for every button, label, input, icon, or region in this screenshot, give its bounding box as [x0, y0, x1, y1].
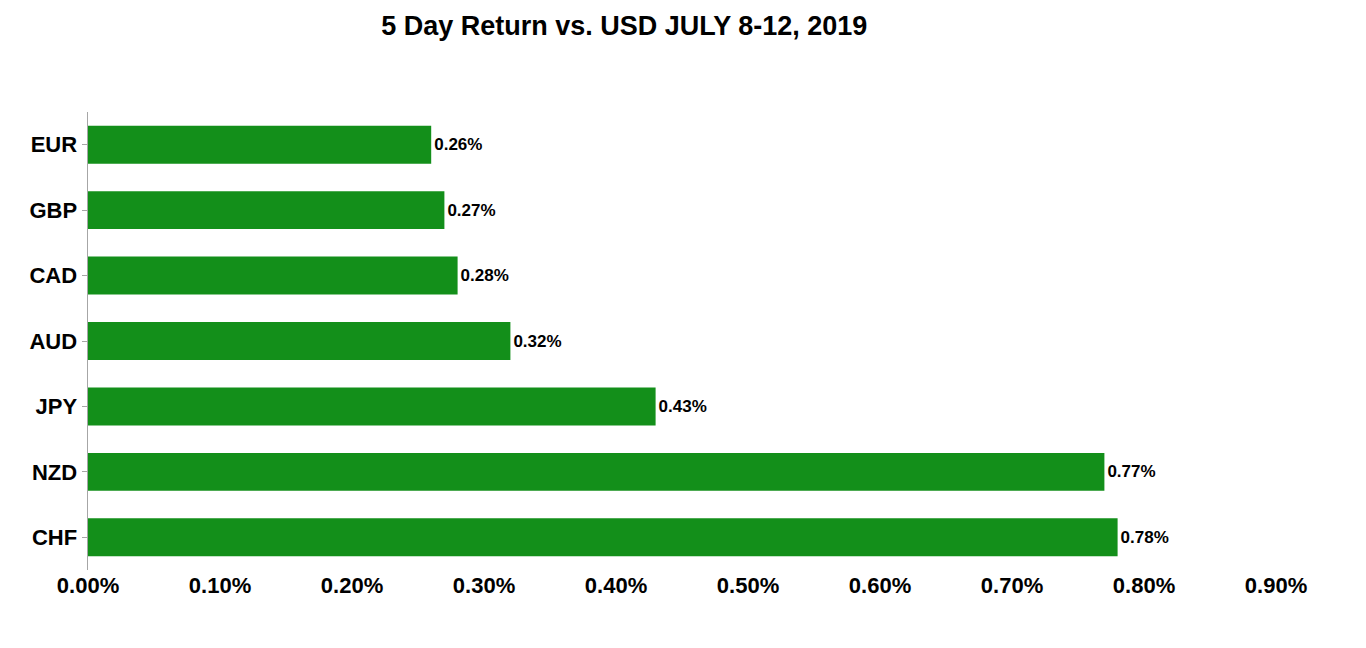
svg-text:0.43%: 0.43%: [659, 397, 707, 416]
svg-text:AUD: AUD: [29, 329, 77, 354]
svg-text:0.20%: 0.20%: [321, 573, 383, 598]
svg-text:0.00%: 0.00%: [57, 573, 119, 598]
svg-text:JPY: JPY: [36, 394, 78, 419]
svg-text:5 Day Return vs. USD JULY 8-12: 5 Day Return vs. USD JULY 8-12, 2019: [381, 11, 867, 41]
svg-text:0.50%: 0.50%: [717, 573, 779, 598]
svg-text:0.32%: 0.32%: [513, 332, 561, 351]
svg-text:0.10%: 0.10%: [189, 573, 251, 598]
svg-text:CHF: CHF: [32, 525, 77, 550]
svg-text:0.28%: 0.28%: [461, 266, 509, 285]
svg-text:0.26%: 0.26%: [434, 135, 482, 154]
svg-text:EUR: EUR: [31, 132, 78, 157]
svg-text:0.77%: 0.77%: [1107, 462, 1155, 481]
svg-text:GBP: GBP: [29, 198, 77, 223]
svg-text:0.60%: 0.60%: [849, 573, 911, 598]
svg-text:0.90%: 0.90%: [1245, 573, 1307, 598]
svg-text:0.27%: 0.27%: [447, 201, 495, 220]
svg-text:CAD: CAD: [29, 263, 77, 288]
svg-text:0.70%: 0.70%: [981, 573, 1043, 598]
svg-text:0.80%: 0.80%: [1113, 573, 1175, 598]
svg-text:0.78%: 0.78%: [1121, 528, 1169, 547]
svg-text:0.40%: 0.40%: [585, 573, 647, 598]
svg-text:NZD: NZD: [32, 460, 77, 485]
svg-text:0.30%: 0.30%: [453, 573, 515, 598]
